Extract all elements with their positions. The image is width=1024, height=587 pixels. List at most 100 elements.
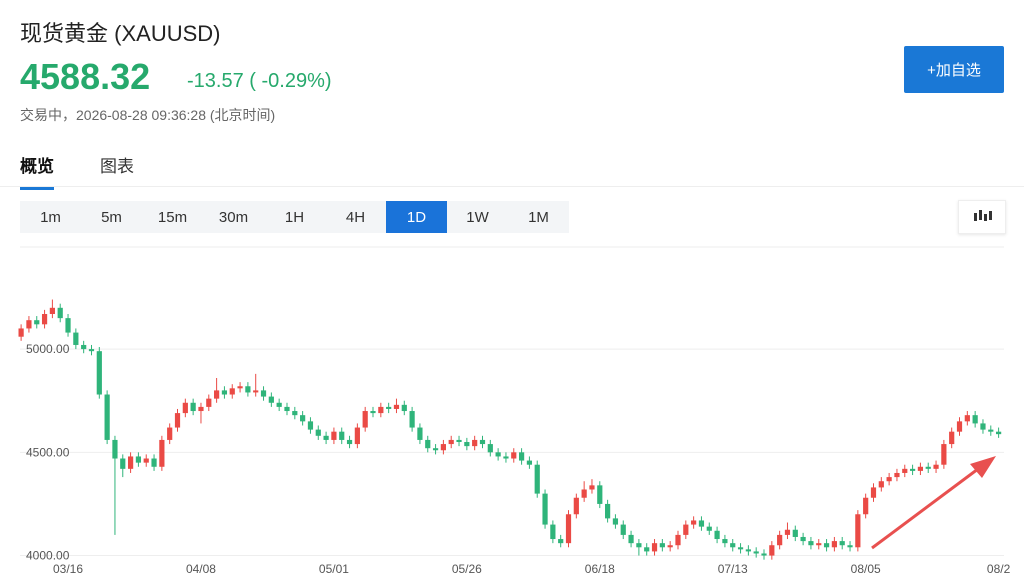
x-tick-label: 03/16: [53, 562, 83, 576]
candle-body: [949, 431, 955, 445]
candle-body: [386, 406, 392, 409]
chart-type-button[interactable]: [958, 200, 1006, 234]
candle-body: [667, 545, 673, 548]
interval-button[interactable]: 30m: [218, 208, 249, 226]
candle-body: [870, 487, 877, 498]
candle-body: [573, 497, 579, 515]
candle-body: [339, 431, 345, 440]
candle-body: [675, 534, 681, 546]
candle-body: [972, 415, 978, 424]
x-tick-label: 05/26: [452, 562, 482, 576]
add-watchlist-button[interactable]: +加自选: [904, 46, 1004, 93]
candle-body: [206, 398, 212, 407]
candle-body: [315, 429, 321, 436]
interval-button[interactable]: 1M: [528, 208, 549, 226]
candle-body: [284, 406, 290, 412]
candle-body: [221, 390, 228, 395]
candle-body: [698, 520, 705, 527]
candle-body: [214, 390, 220, 399]
candle-body: [917, 466, 924, 471]
candle-body: [878, 481, 884, 488]
candle-body: [127, 456, 134, 469]
candle-body: [816, 543, 822, 546]
candle-body: [96, 351, 102, 395]
candle-body: [956, 421, 963, 432]
candle-body: [902, 468, 908, 473]
annotation-arrow: [871, 456, 996, 550]
candle-body: [135, 456, 142, 463]
interval-button[interactable]: 1W: [466, 208, 489, 226]
candle-body: [174, 413, 181, 428]
candle-body: [839, 541, 845, 546]
candle-body: [988, 429, 994, 432]
candle-body: [495, 452, 501, 457]
candle-body: [722, 539, 728, 544]
interval-button[interactable]: 1H: [284, 208, 305, 226]
candle-body: [26, 320, 32, 329]
candle-body: [620, 524, 626, 535]
candle-body: [933, 464, 939, 469]
candle-body: [605, 503, 611, 519]
candle-body: [503, 456, 509, 459]
candle-body: [659, 543, 665, 548]
candle-body: [597, 485, 603, 504]
candle-body: [409, 411, 415, 428]
tab[interactable]: 图表: [100, 157, 134, 176]
tabs: 概览 图表: [20, 152, 134, 190]
candle-body: [487, 444, 493, 453]
candle-body: [245, 386, 251, 393]
candle-body: [644, 547, 650, 552]
candle-body: [565, 514, 572, 544]
symbol: (XAUUSD): [114, 21, 221, 46]
candle-body: [432, 448, 439, 451]
candle-body: [792, 529, 798, 537]
interval-button[interactable]: 4H: [345, 208, 366, 226]
candle-body: [440, 444, 446, 451]
candle-body: [706, 526, 712, 531]
candle-body: [370, 411, 376, 414]
candle-body: [276, 402, 282, 407]
status: 交易中，2026-08-28 09:36:28 (北京时间): [20, 107, 276, 123]
candle-body: [925, 466, 931, 469]
candle-body: [120, 458, 126, 469]
x-tick-label: 07/13: [718, 562, 748, 576]
interval-bar: 1m 5m 15m 30m 1H 4H 1D 1W 1M: [20, 201, 569, 233]
candle-body: [323, 435, 329, 440]
candle-body: [831, 541, 837, 548]
candle-body: [268, 396, 274, 403]
x-tick-label: 05/01: [319, 562, 349, 576]
candle-body: [354, 427, 360, 445]
x-tick-label: 06/18: [585, 562, 615, 576]
price: 4588.32: [20, 56, 151, 97]
candle-body: [73, 332, 79, 345]
candle-body: [182, 402, 188, 414]
interval-button[interactable]: 1m: [40, 208, 61, 226]
interval-button[interactable]: 1D: [386, 201, 447, 233]
x-tick-label: 08/2: [987, 562, 1011, 576]
candle-body: [49, 307, 55, 314]
interval-button[interactable]: 15m: [157, 208, 188, 226]
candle-body: [886, 477, 892, 482]
candle-body: [980, 423, 986, 430]
interval-button[interactable]: 5m: [101, 208, 122, 226]
candle-body: [41, 314, 48, 325]
candle-body: [894, 472, 900, 478]
candle-body: [581, 489, 587, 498]
candle-body: [18, 328, 24, 337]
candle-body: [57, 307, 63, 319]
candle-body: [777, 534, 783, 546]
candle-body: [401, 404, 407, 412]
candle-body: [292, 411, 298, 416]
candle-body: [511, 452, 517, 459]
candle-body: [393, 404, 400, 409]
tab-divider: [0, 186, 1024, 187]
candle-body: [518, 452, 525, 461]
tab[interactable]: 概览: [20, 152, 54, 190]
candle-body: [737, 547, 744, 550]
candle-body: [346, 439, 353, 445]
change: -13.57 ( -0.29%): [187, 70, 332, 92]
candle-body: [808, 541, 814, 546]
candle-body: [34, 320, 40, 325]
